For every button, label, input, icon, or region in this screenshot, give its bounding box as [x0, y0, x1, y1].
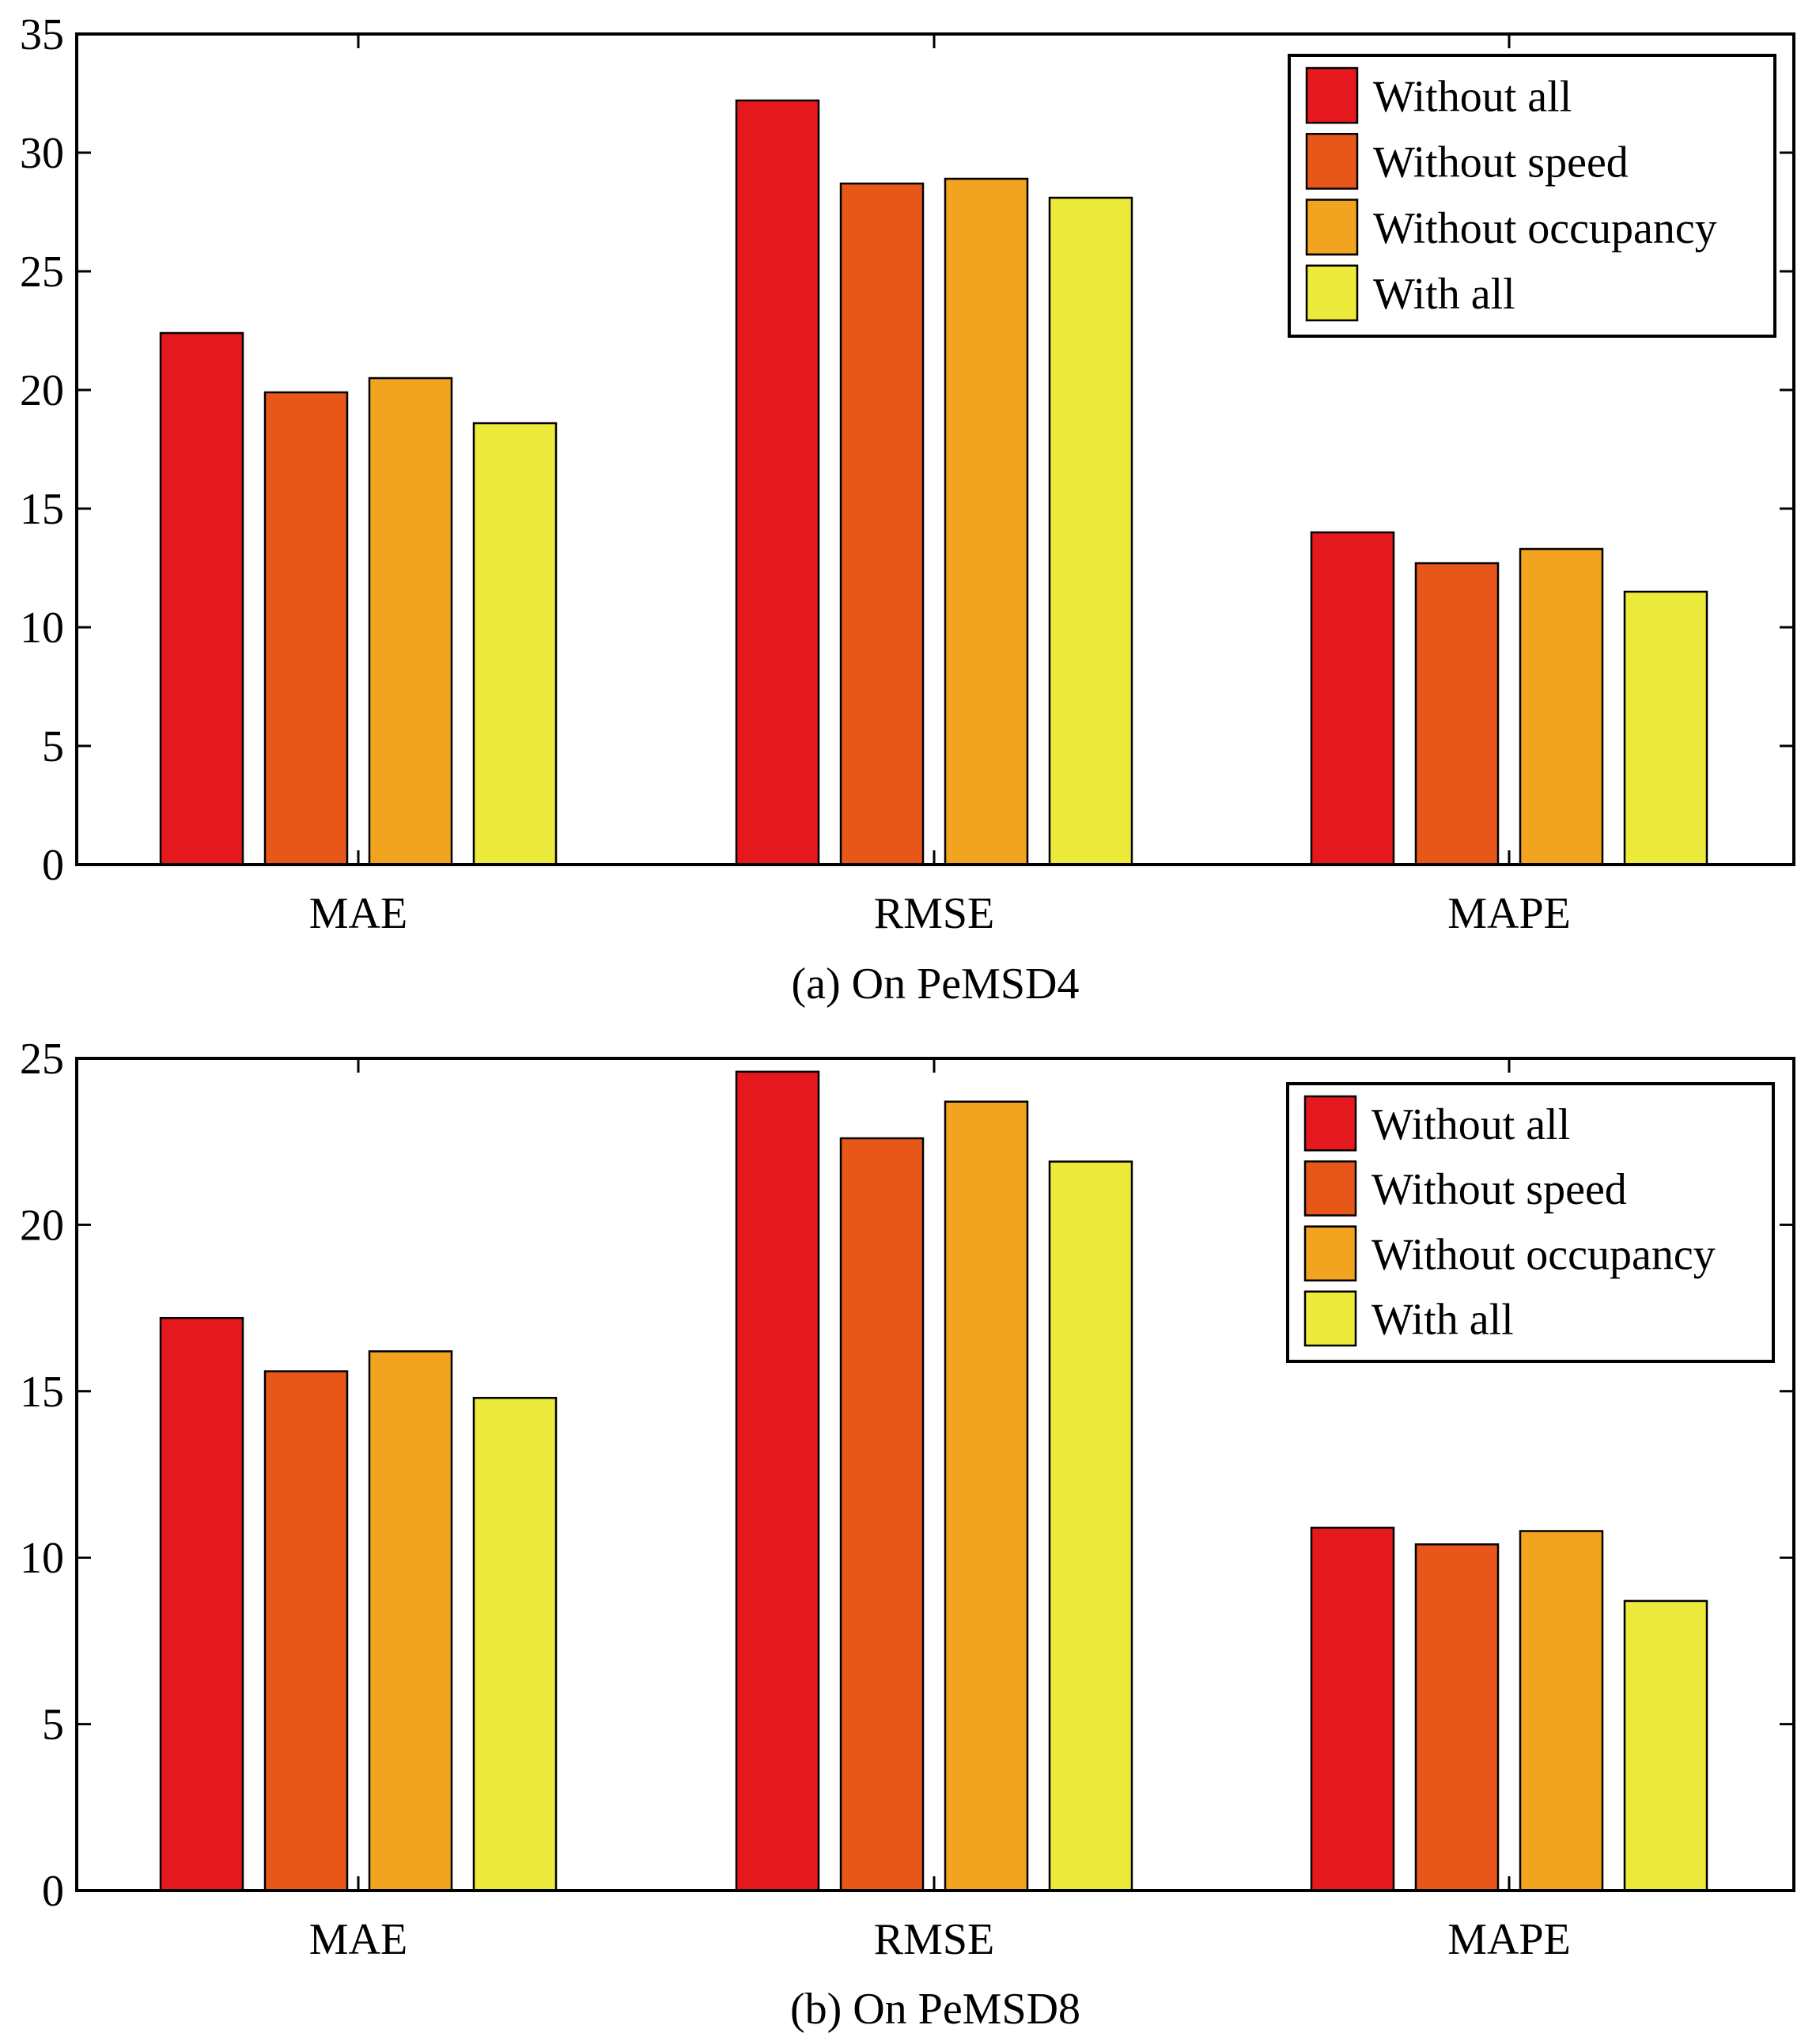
bar-mape-without-occupancy	[1519, 547, 1604, 866]
legend: Without all Without speed Without occupanc…	[1288, 54, 1776, 338]
y-tick-label: 5	[42, 1701, 64, 1750]
legend-label: Without all	[1373, 72, 1572, 121]
bar-rmse-without-speed	[839, 182, 925, 866]
bar-mape-with-all	[1623, 1599, 1708, 1892]
legend-label: With all	[1373, 270, 1515, 319]
y-tick-label: 25	[20, 1035, 64, 1084]
bar-mape-without-speed	[1414, 1543, 1500, 1892]
legend-label: Without occupancy	[1373, 204, 1717, 253]
bar-mae-without-all	[159, 1316, 244, 1892]
bar-mae-with-all	[472, 422, 558, 866]
bar-mape-without-speed	[1414, 562, 1500, 866]
y-tick-label: 15	[20, 485, 64, 534]
y-tick-label: 25	[20, 248, 64, 297]
bar-mae-without-all	[159, 331, 244, 866]
plot-frame	[75, 1057, 1795, 1892]
legend-swatch-with-all	[1303, 1290, 1357, 1347]
bar-mae-without-speed	[263, 1370, 349, 1892]
y-tick-label: 10	[20, 1534, 64, 1583]
legend-label: Without all	[1371, 1100, 1570, 1149]
y-tick-label: 0	[42, 1867, 64, 1916]
legend-swatch-without-all	[1303, 1095, 1357, 1152]
x-category-label: MAE	[309, 1915, 407, 1964]
panel-caption: (b) On PeMSD8	[790, 1985, 1080, 2034]
legend-box	[1288, 54, 1776, 338]
y-tick-label: 20	[20, 1201, 64, 1250]
bar-mae-with-all	[472, 1396, 558, 1892]
legend-label: Without speed	[1373, 138, 1629, 187]
bar-mape-without-all	[1310, 531, 1395, 866]
legend-swatch-without-all	[1305, 66, 1359, 124]
bar-rmse-with-all	[1048, 1160, 1133, 1892]
x-category-label: MAPE	[1447, 1915, 1571, 1964]
bar-rmse-without-all	[735, 99, 820, 866]
legend-swatch-without-occupancy	[1303, 1225, 1357, 1281]
bar-rmse-without-occupancy	[944, 177, 1029, 866]
bar-mape-without-occupancy	[1519, 1530, 1604, 1892]
y-tick-label: 20	[20, 366, 64, 415]
bar-rmse-without-occupancy	[944, 1100, 1029, 1892]
legend-label: With all	[1371, 1296, 1514, 1345]
legend-box	[1286, 1082, 1775, 1363]
y-tick-label: 5	[42, 722, 64, 771]
y-tick-label: 0	[42, 841, 64, 890]
y-tick-label: 35	[20, 10, 64, 59]
x-category-label: RMSE	[874, 889, 995, 938]
x-category-label: RMSE	[874, 1915, 995, 1964]
y-tick-label: 10	[20, 604, 64, 653]
y-tick-label: 30	[20, 129, 64, 178]
legend: Without all Without speed Without occupanc…	[1286, 1082, 1775, 1363]
x-category-label: MAPE	[1447, 889, 1571, 938]
legend-swatch-without-speed	[1305, 133, 1359, 190]
bar-mae-without-occupancy	[368, 1350, 453, 1892]
bar-mape-without-all	[1310, 1527, 1395, 1892]
legend-swatch-without-speed	[1303, 1160, 1357, 1217]
y-tick-label: 15	[20, 1368, 64, 1417]
x-category-label: MAE	[309, 889, 407, 938]
plot-frame	[75, 32, 1795, 866]
bar-mape-with-all	[1623, 590, 1708, 866]
bar-rmse-without-all	[735, 1070, 820, 1892]
legend-label: Without speed	[1371, 1165, 1627, 1214]
bar-rmse-with-all	[1048, 196, 1133, 866]
bar-mae-without-occupancy	[368, 377, 453, 866]
legend-swatch-without-occupancy	[1305, 199, 1359, 256]
panel-caption: (a) On PeMSD4	[792, 960, 1080, 1009]
bar-rmse-without-speed	[839, 1137, 925, 1892]
legend-swatch-with-all	[1305, 264, 1359, 322]
legend-label: Without occupancy	[1371, 1230, 1716, 1279]
bar-mae-without-speed	[263, 391, 349, 866]
